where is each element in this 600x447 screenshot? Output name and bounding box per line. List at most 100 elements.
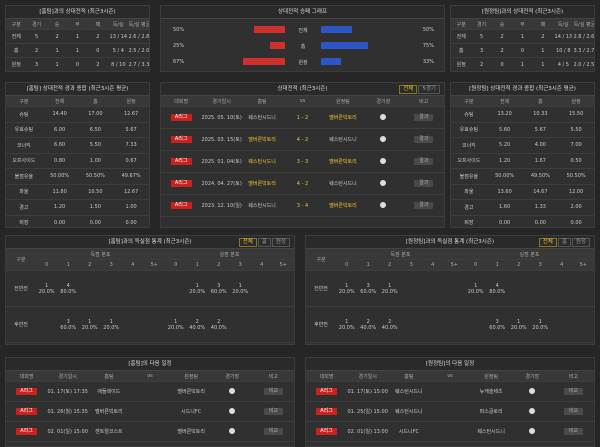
compare-button[interactable]: 비교	[263, 408, 284, 415]
header-cell: 구분	[451, 19, 472, 30]
result-button[interactable]: 결과	[414, 136, 434, 143]
header-cell: vs	[129, 371, 171, 382]
row: 전체 5 2 1 2 13 / 14 2.6 / 2.8	[6, 29, 149, 44]
table: 구분 득점 분포 실점 분포 0 1 2 3 4 5+ 0 1 2 3 4 5+ 전반전 1 20.0% 4 80.0…	[6, 249, 294, 343]
competition-badge: A리그	[316, 428, 337, 435]
compare-button[interactable]: 비교	[263, 428, 284, 435]
cell	[429, 421, 471, 442]
tab[interactable]: 홈	[257, 238, 271, 247]
row-label: 전반전	[306, 270, 336, 307]
left-value-label: 50%	[173, 27, 185, 33]
cell: 슈팅	[451, 106, 487, 123]
competition-badge: A리그	[316, 388, 337, 395]
cell: 5	[471, 29, 492, 44]
cell: 1 20.0%	[100, 306, 122, 343]
tab[interactable]: 전체	[238, 238, 257, 247]
header-cell: 득/실	[108, 19, 129, 30]
row: 볼점유율 50.00% 50.50% 49.67%	[6, 168, 149, 185]
result-button[interactable]: 결과	[414, 202, 434, 209]
tab[interactable]: 5경기	[418, 85, 440, 94]
cell	[422, 270, 444, 307]
cell: 2	[491, 29, 513, 44]
header-cell: 경기장	[211, 371, 253, 382]
header-cell: 경기일시	[47, 371, 89, 382]
title-text: [홈팀]과의 득실점 통계 (최근3시즌)	[108, 239, 192, 245]
compare-button[interactable]: 비교	[563, 408, 584, 415]
subheader-cell: 3	[529, 259, 551, 271]
table: 구분 경기 승 무 패 득/실 득/실 평균 전체 5 2 1 2 14 / 13 2.8 / 2.6 홈 3…	[451, 19, 594, 71]
header-cell: 원정팀	[470, 371, 512, 382]
header-cell: 홈팀	[241, 96, 283, 107]
subheader-cell: 0	[336, 259, 358, 271]
compare-button[interactable]: 비교	[563, 428, 584, 435]
panel-title: [홈팀]과의 상대전적 (최근3시즌)	[6, 6, 149, 19]
header-cell: 득/실 평균	[573, 19, 594, 30]
away-score: 2	[304, 136, 309, 143]
tab[interactable]: 전체	[538, 238, 557, 247]
cell	[251, 306, 273, 343]
subheader-cell: 4	[551, 259, 573, 271]
tab[interactable]: 원정	[271, 238, 290, 247]
header-cell: 경기장	[511, 371, 553, 382]
cell	[272, 270, 294, 307]
subheader-cell: 4	[122, 259, 144, 271]
group-header: 득점 분포	[336, 249, 465, 260]
header-row: 구분 전체 홈 원정	[451, 96, 594, 107]
row: A리그 2024. 04. 27(토) 멜버른빅토리 4 - 2 웨스턴시드니 결과	[161, 172, 444, 195]
cell: 0.00	[558, 215, 594, 227]
left-value-label: 67%	[173, 59, 185, 65]
row: 슈팅 13.20 10.33 15.50	[451, 106, 594, 123]
header-cell: 승	[46, 19, 68, 30]
cell: 파울	[6, 184, 42, 200]
cell	[529, 270, 551, 307]
cell: 2.5 / 2.0	[128, 43, 149, 58]
compare-button[interactable]: 비교	[563, 388, 584, 395]
cell: 5.67	[522, 122, 559, 138]
header-cell: 비고	[403, 96, 444, 107]
title-text: [원정팀]과의 상대전적 (최근3시즌)	[481, 9, 564, 15]
cell: 6.00	[41, 122, 78, 138]
table: 대회명 경기일시 홈팀 vs 원정팀 경기장 비고 A리그 01. 17(토) 17:35 애들레…	[6, 371, 294, 442]
group-header: 득점 분포	[36, 249, 165, 260]
cell: 파울	[451, 184, 487, 200]
tabs: 전체 홈 원정	[238, 238, 290, 247]
left-bar	[269, 42, 285, 49]
cell	[443, 306, 465, 343]
header-cell: 경기일시	[201, 96, 242, 107]
percent: 20.0%	[467, 288, 484, 295]
home-score: 4	[296, 136, 300, 143]
result-button[interactable]: 결과	[414, 158, 434, 165]
cell: 멜버른빅토리	[170, 421, 212, 442]
tab[interactable]: 전체	[399, 85, 418, 94]
cell: 2	[471, 57, 492, 71]
cell: 0.00	[41, 215, 78, 227]
cell: 1.67	[522, 153, 559, 169]
tab[interactable]: 원정	[571, 238, 590, 247]
result-button[interactable]: 결과	[414, 180, 434, 187]
row: 퇴장 0.00 0.00 0.00	[451, 215, 594, 227]
count: 3	[66, 318, 70, 325]
cell: 13.20	[486, 106, 523, 123]
cell: 3 - 3	[282, 150, 323, 173]
cell: 3 - 4	[282, 194, 323, 217]
cell: 5.67	[113, 122, 149, 138]
percent: 80.0%	[489, 288, 506, 295]
graph-row: 25% 75% 홈	[161, 42, 444, 51]
count: 3	[217, 282, 221, 289]
subheader-cell: 4	[422, 259, 444, 271]
percent: 60.0%	[489, 324, 506, 331]
cell: 멜버른빅토리	[322, 150, 364, 173]
subheader-cell: 4	[251, 259, 273, 271]
cell: 50.00%	[41, 168, 78, 185]
row: 파울 11.80 10.50 12.67	[6, 184, 149, 200]
header-cell: 전체	[486, 96, 523, 107]
row: 경고 1.20 1.50 1.00	[6, 199, 149, 216]
cell: 결과	[403, 172, 444, 195]
right-value-label: 75%	[422, 43, 434, 49]
row: 코너킥 6.60 5.50 7.33	[6, 137, 149, 154]
cell: 1 - 2	[282, 106, 323, 129]
result-button[interactable]: 결과	[414, 114, 434, 121]
compare-button[interactable]: 비교	[263, 388, 284, 395]
cell: 2	[87, 57, 109, 71]
tab[interactable]: 홈	[557, 238, 571, 247]
